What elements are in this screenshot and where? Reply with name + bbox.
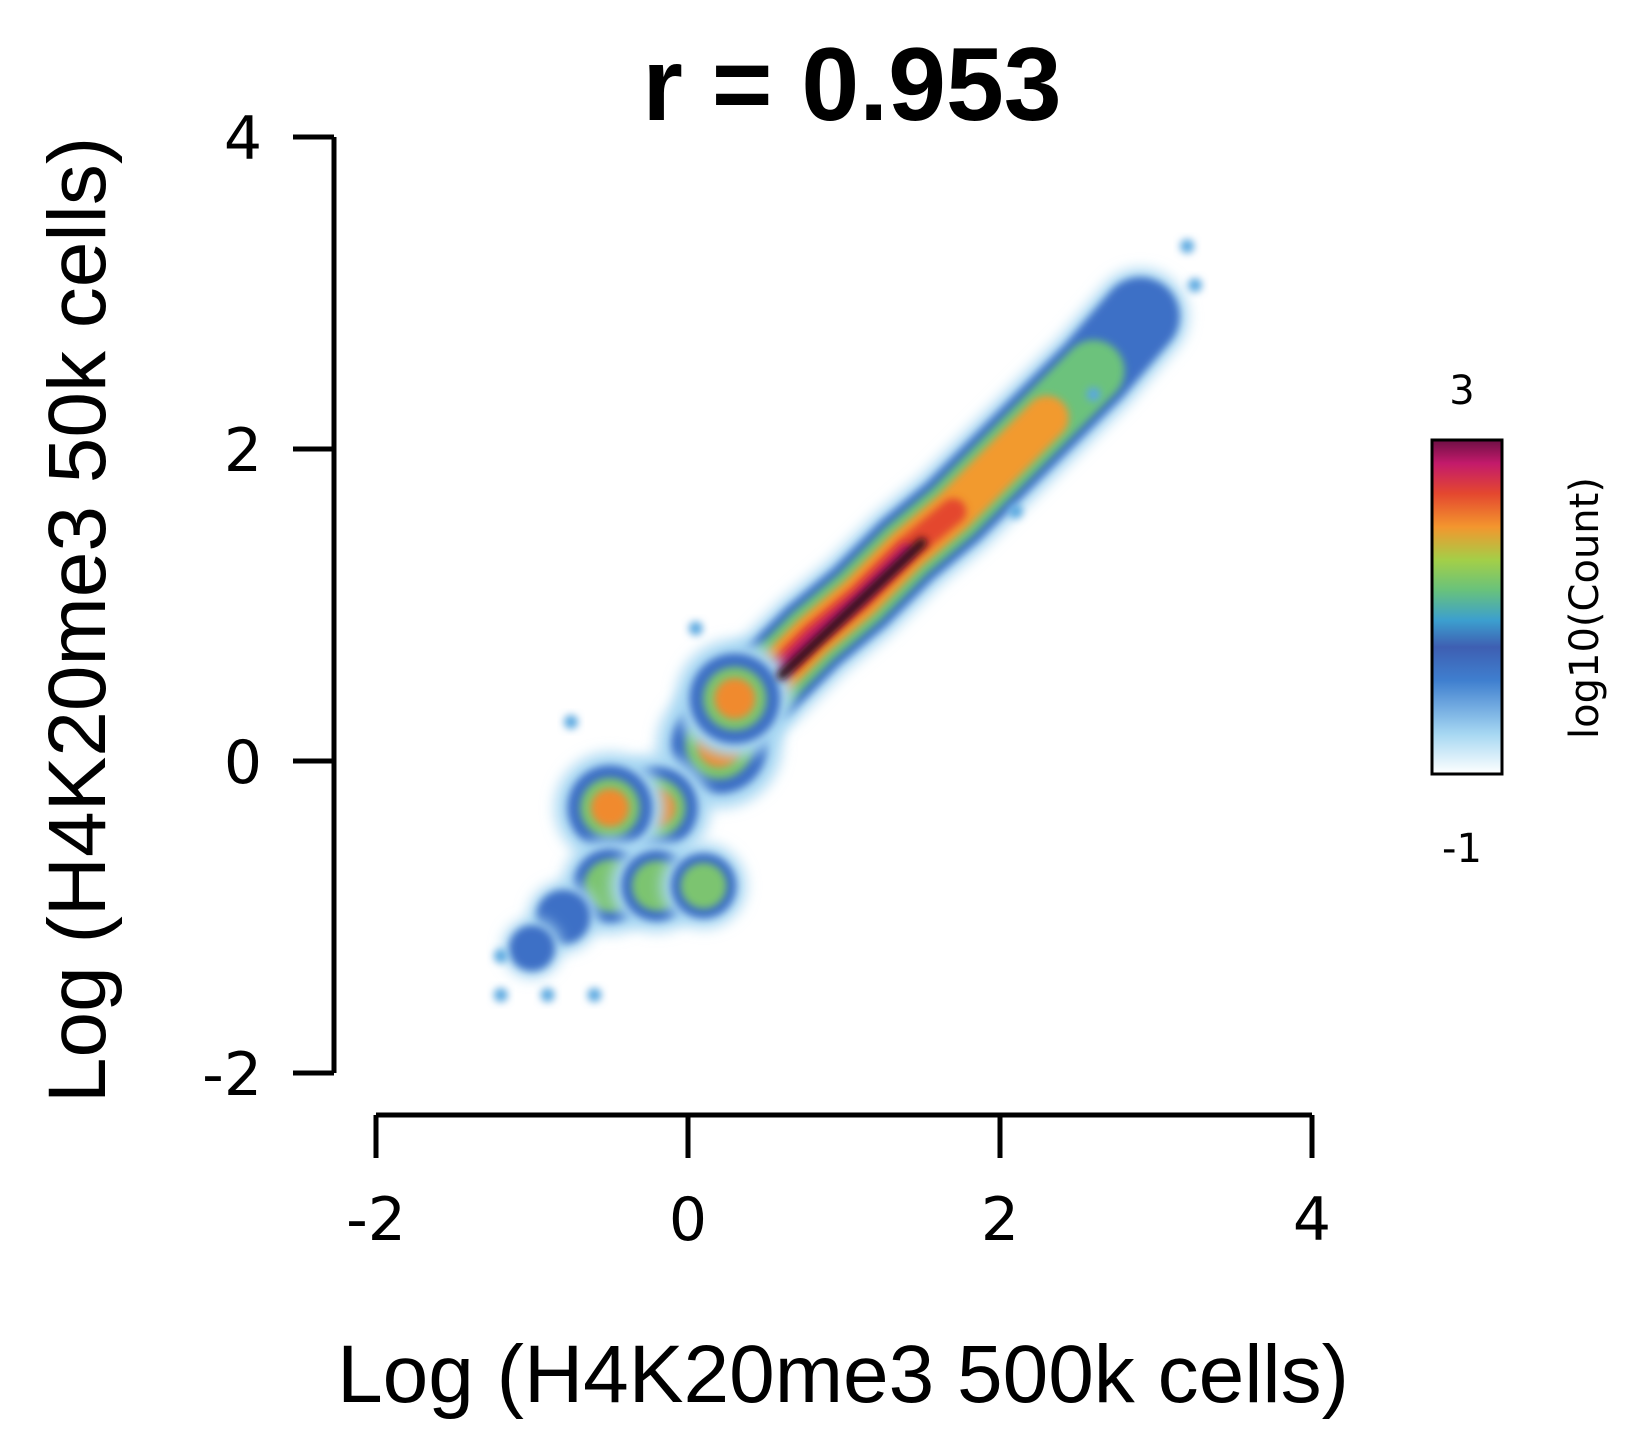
outlier-dot: [1180, 239, 1195, 254]
outlier-dot: [493, 988, 508, 1002]
x-tick-label: -2: [346, 1185, 406, 1255]
outlier-dot: [1008, 504, 1023, 519]
colorbar-gradient: [1430, 438, 1504, 776]
y-tick-label: 4: [224, 104, 262, 174]
outlier-dot: [540, 988, 555, 1002]
chart-title: r = 0.953: [642, 27, 1061, 143]
outlier-dot: [1188, 278, 1202, 293]
x-axis: -2 0 2 4: [346, 1112, 1331, 1255]
colorbar-max-label: 3: [1449, 368, 1474, 414]
outlier-dot: [1086, 387, 1101, 402]
y-tick-label: 0: [224, 728, 262, 798]
density-core: [776, 537, 927, 681]
density-blob: [509, 925, 555, 971]
y-tick-label: -2: [202, 1040, 262, 1110]
y-axis: 4 2 0 -2: [202, 104, 337, 1110]
density-blob-core: [714, 678, 756, 719]
outlier-dot: [564, 715, 578, 729]
x-axis-label: Log (H4K20me3 500k cells): [337, 1329, 1349, 1420]
outlier-dot: [688, 621, 703, 636]
density-cloud: [493, 239, 1202, 1002]
outlier-dot: [493, 949, 508, 963]
y-tick-label: 2: [224, 416, 262, 486]
y-axis-label: Log (H4K20me3 50k cells): [32, 137, 123, 1103]
colorbar-title: log10(Count): [1562, 477, 1608, 739]
colorbar-min-label: -1: [1442, 826, 1482, 872]
x-tick-label: 2: [981, 1185, 1019, 1255]
x-tick-label: 4: [1293, 1185, 1331, 1255]
x-tick-label: 0: [669, 1185, 707, 1255]
colorbar: 3 -1 log10(Count): [1430, 368, 1608, 872]
outlier-dot: [587, 988, 602, 1002]
